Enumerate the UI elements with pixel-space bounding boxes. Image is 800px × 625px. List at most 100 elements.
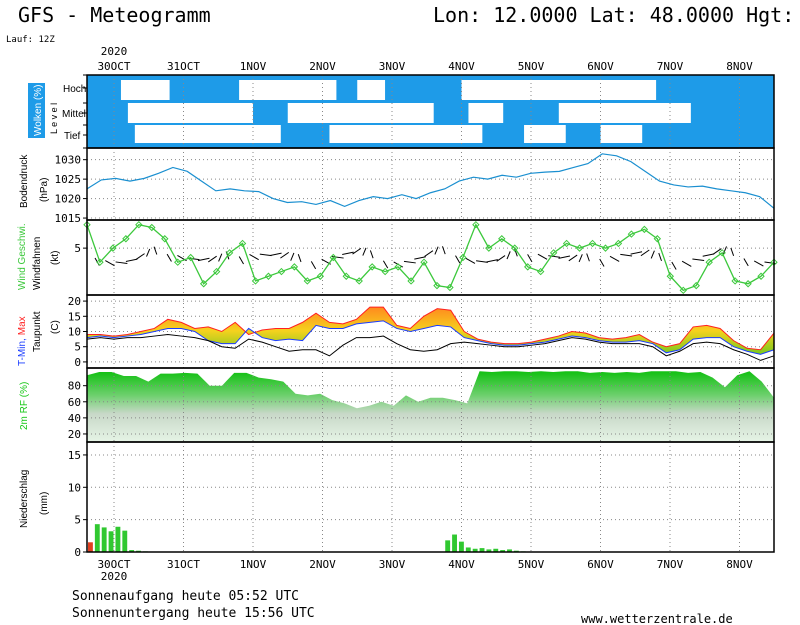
wind-barb: [352, 247, 362, 255]
wind-barb: [465, 257, 476, 264]
cloud-clear-block-mittel: [558, 103, 691, 123]
wind-barb: [280, 251, 290, 259]
wind-speed-point: [381, 267, 389, 276]
cloud-clear-block-tief: [600, 125, 643, 143]
wind-speed-point: [174, 258, 182, 266]
wind-barb: [609, 255, 620, 262]
wind-speed-point: [277, 267, 286, 276]
date-label-top: 7NOV: [657, 60, 684, 73]
ytick-label: 5: [74, 242, 81, 255]
wind-barb: [414, 256, 426, 260]
date-label-top: 5NOV: [518, 60, 545, 73]
date-label-bottom: 6NOV: [587, 558, 614, 571]
wind-barb: [249, 254, 259, 261]
ytick-label: 15: [68, 449, 81, 462]
windbarb-ylabel: Windfahnen: [32, 237, 43, 290]
date-label-bottom: 1NOV: [240, 558, 267, 571]
precip-bar: [493, 548, 499, 552]
cloud-panel: [83, 74, 775, 149]
wind-barb: [743, 258, 749, 267]
date-label-bottom: 4NOV: [448, 558, 475, 571]
date-label-top: 2NOV: [309, 60, 336, 73]
wind-speed-point: [524, 263, 532, 271]
ytick-label: 0: [74, 356, 81, 369]
wind-speed-point: [225, 249, 234, 257]
wind-speed-point: [731, 277, 739, 285]
wind-barb: [153, 246, 158, 255]
cloud-ylabel: Wolken (%): [33, 85, 44, 137]
precip-bar: [452, 534, 457, 552]
pressure-axis-labels: Bodendruck (hPa): [19, 154, 50, 208]
cloud-level-mittel: Mittel: [62, 109, 86, 120]
wind-speed-point: [485, 244, 493, 252]
wind-barb: [442, 246, 446, 255]
wind-barb: [125, 258, 138, 262]
wind-barb: [166, 253, 172, 262]
pressure-unit: (hPa): [39, 178, 50, 202]
pressure-panel: 1015 1020 1025 1030: [55, 147, 775, 225]
cloud-clear-block-mittel: [468, 103, 504, 123]
date-label-top: 4NOV: [448, 60, 475, 73]
wind-speed-line: [86, 223, 775, 292]
wind-ylabel: Wind Geschwi.: [17, 223, 28, 290]
cloud-clear-block-hoch: [357, 80, 386, 100]
wind-panel: 5: [74, 219, 778, 296]
top-date-labels: 30OCT 31OCT 1NOV 2NOV 3NOV 4NOV 5NOV 6NOV 7NOV 8N…: [97, 60, 753, 73]
precip-bar: [486, 549, 492, 552]
wind-axis-labels: Wind Geschwi. Windfahnen (kt): [17, 223, 61, 290]
wind-speed-point: [718, 249, 726, 257]
temp-range-band: [87, 307, 774, 355]
temp-ylabel: T-Min, Max: [17, 316, 28, 366]
wind-barb: [218, 253, 223, 262]
cloud-level-hoch: Hoch: [63, 84, 86, 95]
wind-speed-point: [705, 258, 713, 266]
date-label-bottom: 5NOV: [518, 558, 545, 571]
wind-speed-point: [407, 277, 415, 285]
year-top-label: 2020: [101, 45, 128, 58]
wind-barb: [434, 246, 439, 255]
wind-barb: [476, 260, 488, 263]
wind-barb: [197, 257, 210, 262]
ytick-label: 0: [74, 546, 81, 559]
wind-barb: [496, 255, 506, 262]
wind-barb: [455, 255, 461, 264]
cloud-clear-block-tief: [134, 125, 281, 143]
precip-bar: [500, 550, 506, 552]
rh-area: [87, 371, 774, 442]
wind-barb: [238, 256, 244, 265]
wind-barb: [568, 254, 578, 262]
wind-barb: [135, 253, 145, 260]
wind-speed-point: [238, 239, 247, 248]
wind-speed-point: [316, 272, 325, 280]
wind-speed-point: [148, 223, 156, 232]
rh-axis-labels: 2m RF (%): [19, 382, 30, 430]
wind-speed-point: [446, 283, 454, 292]
precip-bar: [472, 548, 478, 552]
wind-barb: [115, 261, 128, 265]
wind-speed-point: [588, 239, 597, 248]
panel-frame: [86, 294, 775, 369]
cloud-clear-block-hoch: [120, 80, 170, 100]
date-label-bottom: 7NOV: [657, 558, 684, 571]
precip-bar: [507, 549, 512, 552]
humidity-panel: 20 40 60 80: [68, 367, 775, 443]
ytick-label: 5: [74, 514, 81, 527]
date-label-top: 8NOV: [726, 60, 753, 73]
precip-bar: [445, 540, 451, 552]
wind-barb: [259, 253, 272, 257]
wind-barb: [712, 248, 722, 255]
wind-speed-point: [653, 235, 662, 243]
cloud-level-tief: Tief: [64, 131, 81, 142]
ytick-label: 40: [68, 412, 81, 425]
precip-bar: [458, 541, 464, 552]
wind-barb: [620, 253, 633, 257]
year-bottom-label: 2020: [101, 570, 128, 583]
precip-bar: [94, 524, 100, 552]
wind-barb: [650, 250, 655, 259]
wind-barb: [599, 258, 605, 267]
wind-speed-point: [575, 244, 584, 252]
wind-barb: [630, 251, 643, 255]
wind-barb: [269, 252, 282, 257]
date-label-bottom: 2NOV: [309, 558, 336, 571]
precip-bar: [101, 527, 107, 552]
